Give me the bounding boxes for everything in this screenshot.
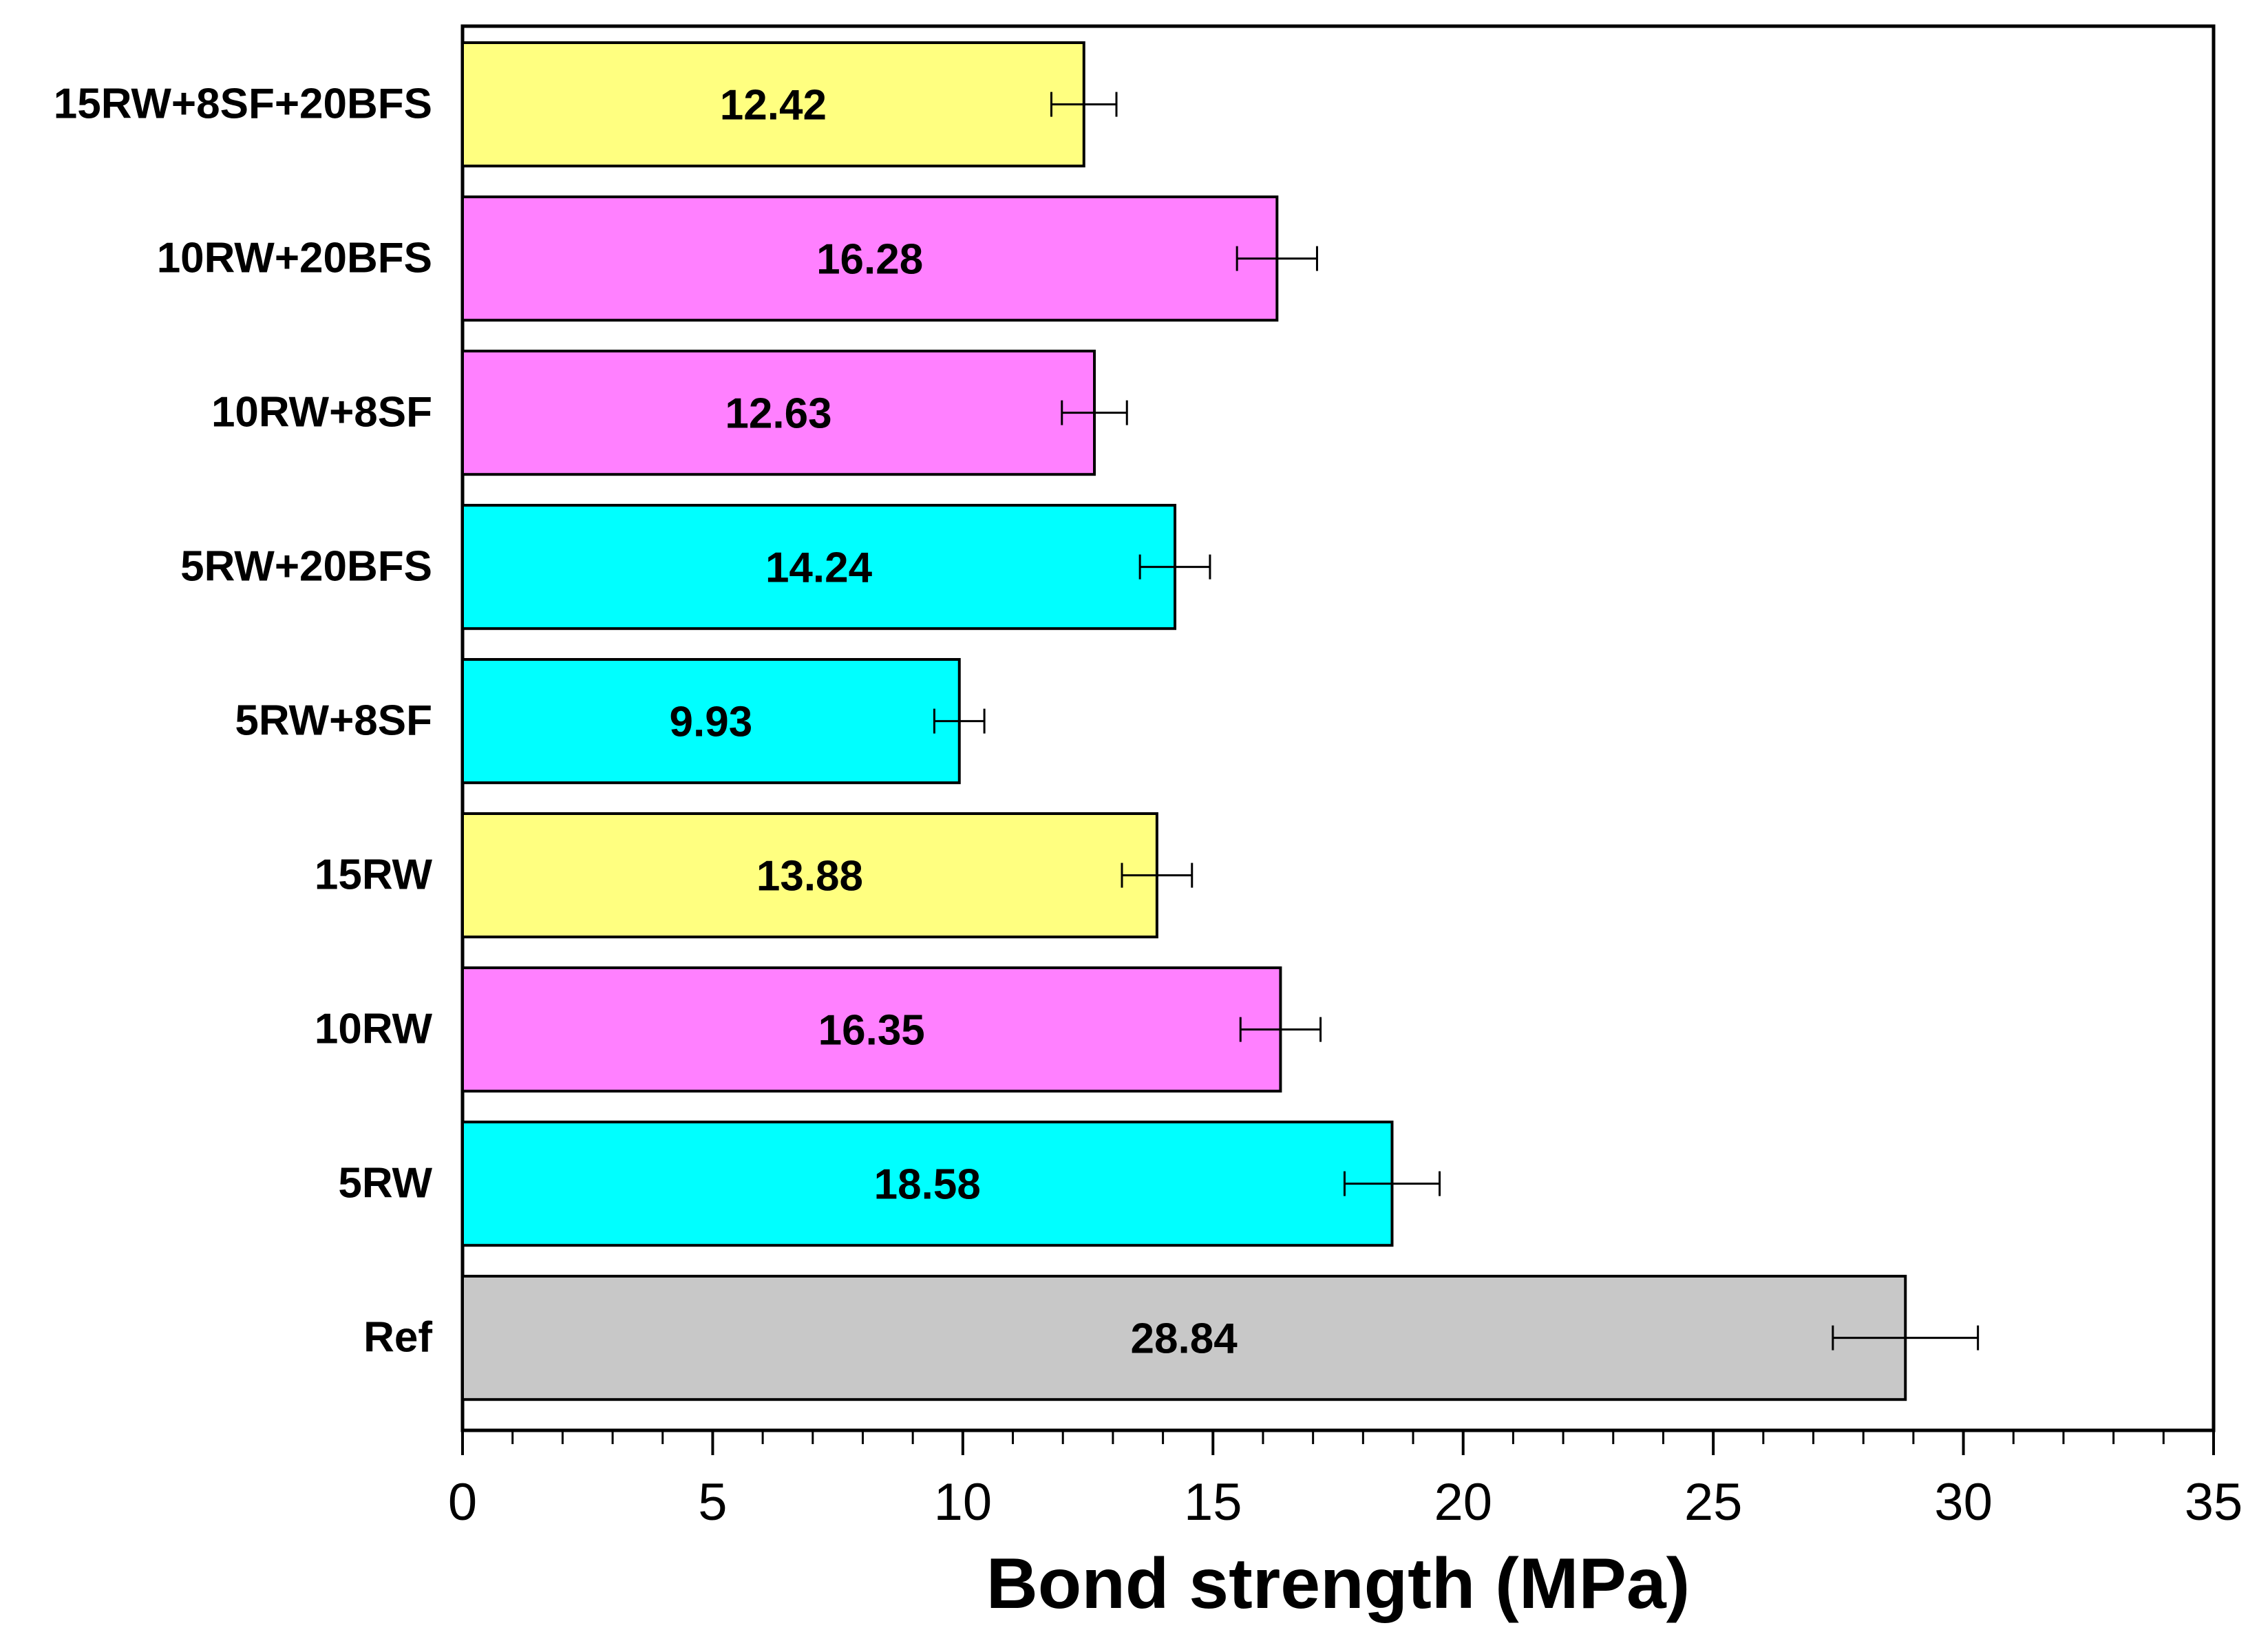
value-label-4: 9.93 xyxy=(670,699,753,746)
bars-layer: 12.42 15RW+8SF+20BFS 16.28 10RW+20BFS 12.63 1… xyxy=(54,41,1980,1401)
bar-3 xyxy=(461,504,1177,631)
value-label-0: 12.42 xyxy=(720,82,827,129)
bar-4 xyxy=(461,658,961,785)
category-label-1: 10RW+20BFS xyxy=(157,235,432,282)
x-tick-label-1: 5 xyxy=(698,1473,727,1532)
bar-5 xyxy=(461,812,1158,939)
bar-0 xyxy=(461,41,1085,168)
value-label-3: 14.24 xyxy=(765,544,873,592)
value-label-2: 12.63 xyxy=(725,390,831,438)
category-label-6: 10RW xyxy=(315,1006,433,1053)
x-axis-title: Bond strength (MPa) xyxy=(986,1544,1690,1624)
category-label-4: 5RW+8SF xyxy=(235,697,432,745)
x-tick-label-6: 30 xyxy=(1934,1473,1993,1532)
x-tick-label-0: 0 xyxy=(448,1473,477,1532)
value-label-1: 16.28 xyxy=(816,236,923,284)
x-tick-label-3: 15 xyxy=(1184,1473,1242,1532)
x-tick-label-5: 25 xyxy=(1684,1473,1743,1532)
value-label-7: 18.58 xyxy=(874,1161,981,1209)
bar-2 xyxy=(461,350,1096,476)
category-label-0: 15RW+8SF+20BFS xyxy=(54,81,432,128)
bar-6 xyxy=(461,966,1282,1093)
category-label-3: 5RW+20BFS xyxy=(180,543,432,591)
value-label-8: 28.84 xyxy=(1131,1315,1238,1363)
x-axis-ticks: 0 5 10 15 20 25 30 35 xyxy=(448,1430,2242,1532)
category-label-8: Ref xyxy=(363,1314,432,1362)
category-label-7: 5RW xyxy=(338,1160,432,1207)
category-label-5: 15RW xyxy=(315,851,433,899)
x-tick-label-4: 20 xyxy=(1434,1473,1492,1532)
value-label-6: 16.35 xyxy=(818,1007,925,1055)
category-label-2: 10RW+8SF xyxy=(211,389,432,436)
bar-8 xyxy=(461,1275,1907,1401)
value-label-5: 13.88 xyxy=(756,853,863,900)
bar-1 xyxy=(461,195,1279,322)
x-tick-label-7: 35 xyxy=(2185,1473,2243,1532)
x-tick-label-2: 10 xyxy=(934,1473,993,1532)
